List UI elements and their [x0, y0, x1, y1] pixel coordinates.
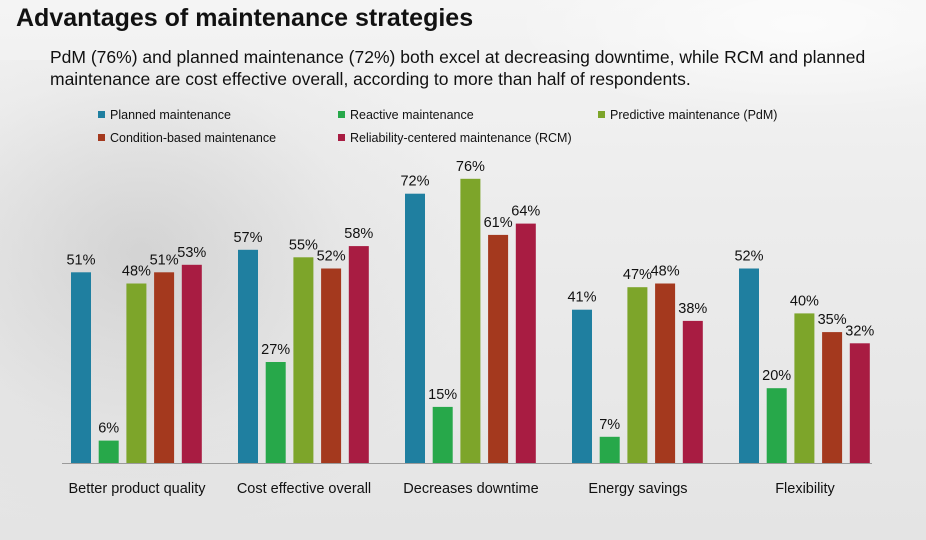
bar [515, 223, 536, 463]
legend-swatch-rcm [338, 134, 345, 141]
bar [348, 246, 369, 463]
category-label: Better product quality [68, 481, 206, 497]
data-label: 6% [98, 421, 119, 437]
data-label: 52% [734, 249, 763, 265]
legend-label-condition: Condition-based maintenance [110, 131, 277, 145]
data-label: 53% [177, 245, 206, 261]
bar [432, 406, 453, 463]
bar [71, 272, 91, 463]
bar [682, 320, 703, 463]
data-label: 27% [261, 342, 290, 358]
legend-item-reactive: Reactive maintenance [338, 108, 474, 122]
bar [126, 283, 147, 463]
bar [488, 234, 509, 463]
page-subtitle: PdM (76%) and planned maintenance (72%) … [50, 47, 866, 89]
legend-swatch-reactive [338, 111, 345, 118]
data-label: 64% [511, 204, 540, 220]
bar [739, 268, 759, 463]
legend-item-condition: Condition-based maintenance [98, 131, 276, 145]
chart-legend: Planned maintenance Reactive maintenance… [98, 108, 858, 152]
bar [98, 440, 119, 463]
data-label: 51% [150, 252, 179, 268]
bar [655, 283, 676, 463]
data-label: 61% [484, 215, 513, 231]
data-label: 76% [456, 159, 485, 175]
bar [293, 257, 314, 463]
data-label: 41% [567, 290, 596, 306]
category-label: Decreases downtime [403, 481, 539, 497]
page-title: Advantages of maintenance strategies [16, 4, 474, 32]
legend-item-planned: Planned maintenance [98, 108, 231, 122]
data-label: 20% [762, 368, 791, 384]
category-label: Cost effective overall [236, 481, 372, 497]
data-label: 7% [599, 417, 620, 433]
category-label: Energy savings [588, 481, 688, 497]
data-label: 48% [122, 264, 151, 280]
legend-item-rcm: Reliability-centered maintenance (RCM) [338, 131, 572, 145]
legend-swatch-condition [98, 134, 105, 141]
bar [181, 264, 202, 463]
data-label: 47% [623, 267, 652, 283]
bar [766, 388, 787, 463]
bar [627, 287, 648, 463]
legend-label-reactive: Reactive maintenance [350, 108, 474, 122]
data-label: 58% [344, 226, 373, 242]
data-label: 55% [289, 237, 318, 253]
data-label: 35% [818, 312, 847, 328]
bar [460, 178, 481, 464]
data-label: 32% [845, 323, 874, 339]
data-label: 72% [400, 174, 429, 190]
data-label: 52% [317, 249, 346, 265]
bar [572, 309, 592, 463]
bar [849, 343, 870, 463]
bar [599, 436, 620, 463]
data-label: 51% [66, 252, 95, 268]
bar [238, 249, 258, 463]
bar [405, 193, 425, 463]
legend-swatch-planned [98, 111, 105, 118]
category-label: Flexibility [775, 481, 835, 497]
bar [794, 313, 815, 463]
legend-swatch-predictive [598, 111, 605, 118]
legend-label-predictive: Predictive maintenance (PdM) [610, 108, 778, 122]
data-label: 57% [233, 230, 262, 246]
data-label: 38% [678, 301, 707, 317]
bar [321, 268, 342, 463]
data-label: 15% [428, 387, 457, 403]
data-label: 48% [651, 264, 680, 280]
legend-label-rcm: Reliability-centered maintenance (RCM) [350, 131, 572, 145]
legend-label-planned: Planned maintenance [110, 108, 231, 122]
bar [265, 362, 286, 463]
bar [822, 332, 843, 463]
legend-item-predictive: Predictive maintenance (PdM) [598, 108, 777, 122]
bar [154, 272, 175, 463]
data-label: 40% [790, 293, 819, 309]
